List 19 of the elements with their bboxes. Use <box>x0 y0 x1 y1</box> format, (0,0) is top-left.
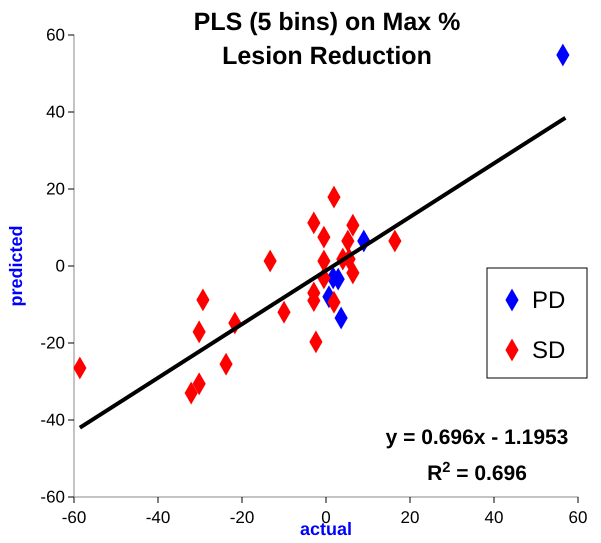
annotation: y = 0.696x - 1.1953 <box>386 426 568 449</box>
y-tick-label: 20 <box>46 179 65 198</box>
y-tick-label: 60 <box>46 25 65 44</box>
x-tick-label: 60 <box>568 508 588 527</box>
y-tick-label: 40 <box>46 102 65 122</box>
x-tick-label: -40 <box>146 508 170 527</box>
chart-title: PLS (5 bins) on Max % Lesion Reduction <box>194 8 460 70</box>
x-tick-label: 20 <box>400 508 420 527</box>
y-axis-title: predicted <box>6 225 26 307</box>
legend-label: PD <box>532 287 566 314</box>
y-tick-label: 0 <box>56 256 65 276</box>
annotation: R$^{2}$ = 0.696 <box>427 460 527 485</box>
y-tick-label: -60 <box>40 487 65 506</box>
x-tick-label: -20 <box>230 508 254 527</box>
y-tick-label: -40 <box>40 410 65 430</box>
x-tick-label: 40 <box>484 508 504 527</box>
y-tick-label: -20 <box>40 333 65 352</box>
legend-label: SD <box>532 337 566 364</box>
x-tick-label: -60 <box>62 508 86 527</box>
